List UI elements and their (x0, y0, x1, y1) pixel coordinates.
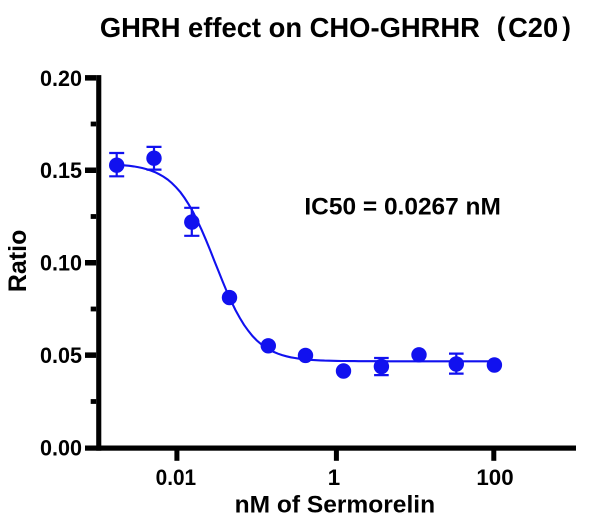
svg-text:1: 1 (328, 465, 340, 490)
svg-text:C20: C20 (508, 12, 558, 43)
svg-text:0.10: 0.10 (40, 251, 82, 276)
svg-text:): ) (562, 14, 571, 42)
svg-text:IC50 = 0.0267 nM: IC50 = 0.0267 nM (304, 194, 501, 221)
svg-text:Ratio: Ratio (4, 230, 32, 293)
svg-text:0.20: 0.20 (40, 66, 82, 91)
svg-text:0.01: 0.01 (156, 465, 197, 490)
svg-text:GHRH effect on CHO-GHRHR: GHRH effect on CHO-GHRHR (100, 12, 480, 43)
svg-text:0.05: 0.05 (40, 343, 82, 368)
svg-text:0.15: 0.15 (40, 158, 82, 183)
svg-text:100: 100 (476, 465, 513, 490)
svg-text:nM of Sermorelin: nM of Sermorelin (235, 491, 435, 518)
svg-text:0.00: 0.00 (40, 435, 82, 460)
svg-text:(: ( (497, 14, 506, 42)
